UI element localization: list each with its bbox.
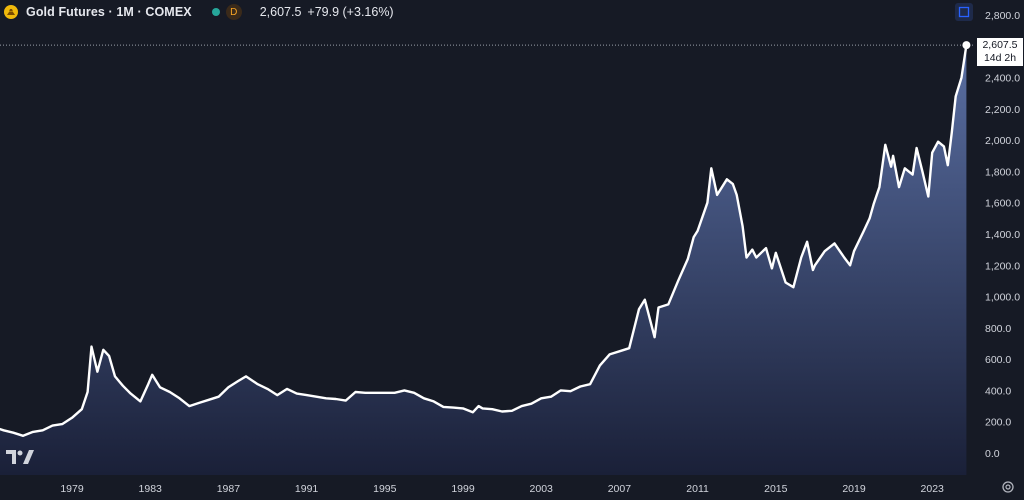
- x-tick-label: 2015: [764, 483, 788, 495]
- x-tick-label: 1995: [373, 483, 397, 495]
- current-price-label: 2,607.5 14d 2h: [977, 38, 1023, 66]
- symbol-title[interactable]: Gold Futures · 1M · COMEX: [26, 5, 192, 19]
- y-tick-label: 1,600.0: [985, 198, 1020, 210]
- y-tick-label: 600.0: [985, 354, 1011, 366]
- x-tick-label: 1999: [451, 483, 475, 495]
- y-tick-label: 0.0: [985, 448, 1000, 460]
- y-tick-label: 1,800.0: [985, 166, 1020, 178]
- x-tick-label: 2003: [530, 483, 554, 495]
- y-tick-label: 2,400.0: [985, 73, 1020, 85]
- x-tick-label: 1979: [60, 483, 84, 495]
- y-tick-label: 800.0: [985, 323, 1011, 335]
- x-tick-label: 1987: [217, 483, 241, 495]
- x-tick-label: 2011: [686, 483, 709, 495]
- area-fill: [0, 45, 967, 475]
- x-tick-label: 2023: [921, 483, 945, 495]
- delayed-badge[interactable]: D: [225, 4, 242, 20]
- market-status-icon: [211, 8, 220, 16]
- y-tick-label: 1,200.0: [985, 260, 1020, 272]
- x-tick-label: 1983: [139, 483, 163, 495]
- y-tick-label: 1,400.0: [985, 229, 1020, 241]
- y-tick-label: 200.0: [985, 417, 1011, 429]
- tradingview-logo-icon[interactable]: [6, 449, 34, 470]
- x-tick-label: 2007: [608, 483, 632, 495]
- price-change: +79.9 (+3.16%): [307, 5, 394, 19]
- x-tick-label: 1991: [295, 483, 319, 495]
- y-tick-label: 2,800.0: [985, 10, 1020, 22]
- y-tick-label: 400.0: [985, 385, 1011, 397]
- chart-header: Gold Futures · 1M · COMEX D 2,607.5 +79.…: [4, 3, 394, 21]
- settings-icon[interactable]: [1000, 479, 1016, 495]
- sync-icon[interactable]: [955, 3, 973, 21]
- price-label-countdown: 14d 2h: [983, 52, 1017, 64]
- last-price: 2,607.5: [259, 5, 302, 19]
- last-point-marker: [962, 41, 971, 50]
- series-line: [0, 44, 968, 437]
- price-label-value: 2,607.5: [982, 39, 1018, 51]
- gold-icon: [4, 5, 18, 19]
- y-tick-label: 2,000.0: [985, 135, 1020, 147]
- x-tick-label: 2019: [842, 483, 866, 495]
- y-tick-label: 1,000.0: [985, 292, 1020, 304]
- y-tick-label: 2,200.0: [985, 104, 1020, 116]
